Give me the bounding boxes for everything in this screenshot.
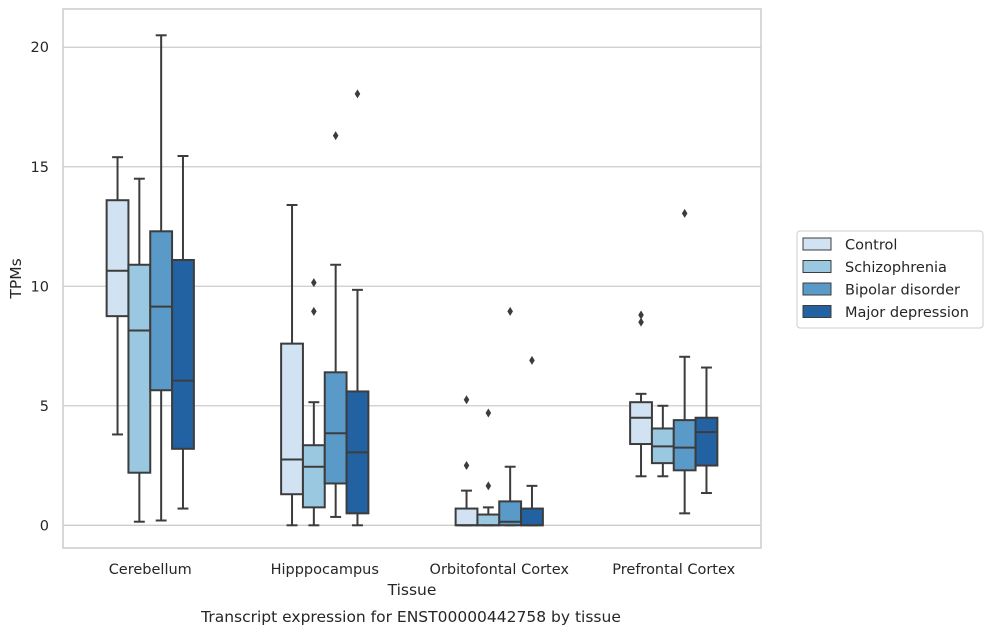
- series-schizophrenia: [127, 177, 675, 527]
- box-iqr: [171, 258, 195, 450]
- y-tick-label: 5: [40, 399, 49, 415]
- box-iqr: [520, 507, 544, 527]
- box-iqr: [127, 263, 152, 474]
- legend-frame: [796, 230, 984, 329]
- y-tick-label: 0: [40, 518, 49, 534]
- outlier-point: [507, 306, 513, 316]
- box-iqr: [105, 199, 130, 318]
- box-item: [650, 404, 675, 478]
- legend-swatch: [802, 237, 832, 251]
- x-tick-labels: Cerebellum Hipppocampus Orbitofontal Corte…: [109, 562, 736, 578]
- plot-frame: [62, 8, 762, 549]
- x-tick-label: Hipppocampus: [271, 562, 379, 578]
- x-tick-label: Prefrontal Cortex: [612, 562, 735, 578]
- outlier-point: [311, 278, 317, 288]
- box-item: [149, 34, 174, 522]
- box-item: [520, 355, 544, 527]
- outlier-point: [485, 408, 492, 418]
- legend-label: Schizophrenia: [845, 260, 947, 276]
- outlier-point: [311, 306, 317, 316]
- box-iqr: [454, 507, 479, 527]
- series-control: [105, 156, 653, 527]
- box-iqr: [629, 401, 653, 446]
- outlier-point: [332, 131, 339, 141]
- legend-label: Bipolar disorder: [845, 283, 960, 299]
- x-tick-label: Orbitofontal Cortex: [430, 562, 570, 578]
- outlier-point: [463, 461, 470, 471]
- outlier-point: [354, 89, 361, 99]
- box-iqr: [149, 230, 174, 392]
- legend-label: Control: [845, 238, 897, 254]
- legend-label: Major depression: [845, 305, 969, 321]
- legend-swatch: [802, 282, 832, 296]
- chart-title: Transcript expression for ENST0000044275…: [200, 608, 621, 626]
- x-tick-label: Cerebellum: [109, 562, 192, 578]
- box-series-layer: [105, 34, 719, 527]
- outlier-point: [485, 481, 492, 491]
- box-item: [127, 177, 152, 523]
- outlier-point: [638, 317, 644, 327]
- x-axis-label: Tissue: [387, 581, 437, 599]
- box-item: [280, 204, 304, 527]
- legend: Control Schizophrenia Bipolar disorder Majo…: [796, 230, 984, 329]
- box-item: [171, 155, 195, 510]
- y-tick-label: 10: [31, 279, 49, 295]
- box-item: [629, 310, 653, 478]
- outlier-point: [463, 395, 470, 405]
- box-item: [105, 156, 130, 436]
- box-item: [323, 131, 348, 518]
- series-major-depression: [171, 89, 719, 527]
- y-tick-label: 20: [31, 40, 49, 56]
- box-item: [301, 278, 326, 527]
- box-iqr: [280, 342, 304, 496]
- box-item: [694, 366, 719, 495]
- legend-swatch: [802, 305, 832, 318]
- y-axis-label: TPMs: [7, 258, 25, 299]
- box-item: [454, 395, 479, 527]
- outlier-point: [529, 355, 535, 365]
- series-bipolar-disorder: [149, 34, 697, 527]
- box-item: [498, 306, 523, 527]
- y-tick-labels: 0 5 10 15 20: [31, 40, 49, 534]
- y-tick-label: 15: [31, 160, 49, 176]
- box-item: [345, 89, 370, 527]
- box-iqr: [694, 416, 719, 467]
- box-iqr: [323, 371, 348, 485]
- outlier-point: [638, 310, 644, 320]
- box-item: [476, 408, 501, 527]
- outlier-point: [681, 208, 688, 218]
- box-iqr: [476, 513, 501, 527]
- box-item: [672, 208, 697, 515]
- box-iqr: [301, 444, 326, 509]
- box-iqr: [672, 419, 697, 472]
- legend-swatch: [802, 260, 832, 273]
